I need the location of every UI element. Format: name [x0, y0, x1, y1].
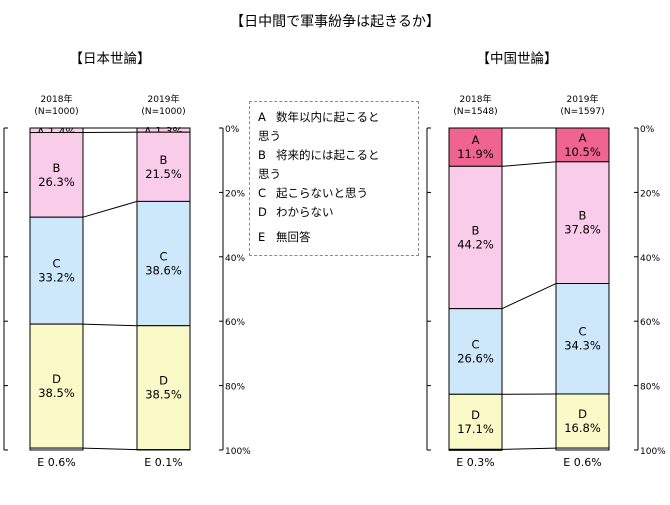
legend-key-c: C [258, 186, 267, 200]
legend-key-d: D [258, 205, 267, 219]
china-label-a-2: A 10.5% [564, 131, 601, 159]
japan-bar-2-segment-c [136, 200, 191, 327]
china-category-1: 2018年(N=1548) [453, 93, 497, 117]
china-bar-1-segment-c [448, 308, 503, 395]
legend-row-b2: 思う [258, 165, 410, 184]
china-category-2: 2019年(N=1597) [560, 93, 604, 117]
legend-text-b1: 将来的には起こると [276, 148, 380, 162]
japan-connector-line [82, 200, 138, 218]
china-connector-line [501, 283, 557, 310]
japan-label-d-2: D 38.5% [145, 374, 182, 402]
legend-text-b2: 思う [258, 167, 281, 181]
china-connector-line [501, 161, 557, 167]
japan-bar-1-segment-e [29, 447, 84, 451]
china-bar-2-segment-c [555, 283, 610, 395]
china-ytick-label: 20% [640, 189, 660, 199]
china-connector-line [501, 447, 557, 450]
legend: A 数年以内に起こると 思う B 将来的には起こると 思う C 起こらないと思う… [249, 101, 419, 256]
legend-key-e: E [258, 230, 266, 244]
legend-row-e: E 無回答 [258, 228, 410, 247]
china-label-c-1: C 26.6% [457, 337, 494, 365]
japan-ytick-label: 0% [225, 125, 240, 135]
china-ytick-label: 40% [640, 254, 660, 264]
china-ytick-label: 60% [640, 318, 660, 328]
legend-key-b: B [258, 148, 266, 162]
japan-ytick-label: 20% [225, 189, 245, 199]
china-label-a-1: A 11.9% [457, 133, 494, 161]
china-label-d-1: D 17.1% [457, 408, 494, 436]
legend-text-a1: 数年以内に起こると [276, 110, 380, 124]
legend-text-a2: 思う [258, 129, 281, 143]
china-ytick-label: 80% [640, 383, 660, 393]
japan-label-e-2: E 0.1% [144, 456, 182, 469]
china-bar-1-segment-a [448, 127, 503, 167]
japan-connector-line [82, 447, 138, 451]
japan-bar-2-segment-d [136, 325, 191, 451]
japan-bar-1-segment-b [29, 132, 84, 218]
chart-title: 【日中間で軍事紛争は起きるか】 [230, 14, 440, 30]
japan-label-c-1: C 33.2% [38, 257, 75, 285]
legend-row-c: C 起こらないと思う [258, 184, 410, 203]
china-bar-2-segment-d [555, 393, 610, 449]
china-subtitle: 【中国世論】 [477, 51, 558, 67]
china-bar-2-segment-e [555, 447, 610, 451]
china-label-b-1: B 44.2% [457, 223, 494, 251]
japan-label-c-2: C 38.6% [145, 250, 182, 278]
china-label-e-2: E 0.6% [563, 456, 601, 469]
legend-row-b1: B 将来的には起こると [258, 146, 410, 165]
japan-label-b-1: B 26.3% [38, 161, 75, 189]
japan-ytick-label: 40% [225, 254, 245, 264]
japan-ytick-label: 80% [225, 383, 245, 393]
legend-row-a1: A 数年以内に起こると [258, 108, 410, 127]
japan-label-b-2: B 21.5% [145, 153, 182, 181]
japan-ytick-label: 60% [225, 318, 245, 328]
japan-category-2: 2019年(N=1000) [141, 93, 185, 117]
japan-connector-line [82, 323, 138, 327]
china-label-d-2: D 16.8% [564, 407, 601, 435]
legend-row-a2: 思う [258, 127, 410, 146]
china-ytick-label: 100% [640, 447, 666, 457]
japan-bar-1-segment-d [29, 323, 84, 449]
china-ytick-label: 0% [640, 125, 655, 135]
legend-key-a: A [258, 110, 266, 124]
japan-bar-2-segment-b [136, 131, 191, 202]
japan-ytick-label: 100% [225, 447, 251, 457]
china-bar-1-segment-d [448, 393, 503, 450]
legend-text-c: 起こらないと思う [276, 186, 368, 200]
legend-text-d: わからない [276, 205, 334, 219]
china-label-b-2: B 37.8% [564, 209, 601, 237]
legend-text-e: 無回答 [276, 230, 311, 244]
china-label-c-2: C 34.3% [564, 325, 601, 353]
china-bar-2-segment-a [555, 127, 610, 163]
japan-label-e-1: E 0.6% [37, 456, 75, 469]
japan-subtitle: 【日本世論】 [70, 51, 151, 67]
china-bar-1-segment-b [448, 165, 503, 310]
japan-bar-1-segment-c [29, 216, 84, 325]
japan-label-d-1: D 38.5% [38, 372, 75, 400]
japan-category-1: 2018年(N=1000) [34, 93, 78, 117]
legend-row-d: D わからない [258, 203, 410, 222]
china-bar-1-segment-e [448, 448, 503, 451]
china-label-e-1: E 0.3% [456, 456, 494, 469]
